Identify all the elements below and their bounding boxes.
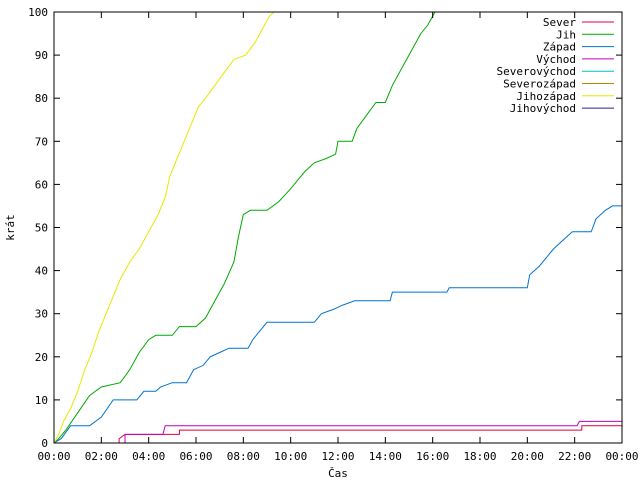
legend: SeverJihZápadVýchodSeverovýchodSeverozáp… (497, 16, 614, 115)
legend-label: Sever (543, 16, 576, 29)
series-line-4 (54, 420, 622, 444)
y-tick-label: 90 (35, 49, 48, 62)
y-tick-label: 30 (35, 308, 48, 321)
y-tick-label: 70 (35, 135, 48, 148)
y-tick-label: 0 (41, 437, 48, 450)
y-tick-label: 50 (35, 222, 48, 235)
y-tick-label: 20 (35, 351, 48, 364)
x-axis-label: Čas (328, 467, 348, 480)
series-line-2 (53, 11, 436, 444)
x-tick-label: 04:00 (132, 450, 165, 463)
x-tick-label: 16:00 (416, 450, 449, 463)
y-tick-label: 100 (28, 6, 48, 19)
legend-label: Severovýchod (497, 65, 576, 78)
x-tick-label: 12:00 (321, 450, 354, 463)
legend-label: Jihozápad (516, 90, 576, 103)
legend-label: Severozápad (503, 78, 576, 91)
x-tick-label: 14:00 (369, 450, 402, 463)
series-line-3 (53, 205, 622, 444)
x-tick-label: 08:00 (227, 450, 260, 463)
y-tick-label: 80 (35, 92, 48, 105)
x-tick-label: 02:00 (85, 450, 118, 463)
series-line-1 (54, 425, 622, 444)
x-tick-label: 22:00 (558, 450, 591, 463)
legend-label: Východ (536, 53, 576, 66)
y-tick-label: 10 (35, 394, 48, 407)
y-tick-label: 60 (35, 178, 48, 191)
x-tick-label: 20:00 (511, 450, 544, 463)
y-tick-label: 40 (35, 265, 48, 278)
y-axis-label: krát (4, 214, 17, 241)
series-line-7 (53, 11, 275, 444)
ticks-layer: 0 10 20 30 40 50 60 70 80 90 100 00:00 02:00 04:00 06:… (28, 6, 638, 463)
x-tick-label: 00:00 (37, 450, 70, 463)
legend-label: Jihovýchod (510, 102, 576, 115)
x-tick-label: 18:00 (463, 450, 496, 463)
legend-label: Západ (543, 41, 576, 54)
x-tick-label: 10:00 (274, 450, 307, 463)
series-layer (53, 11, 622, 444)
legend-label: Jih (556, 28, 576, 41)
x-tick-label: 00:00 (605, 450, 638, 463)
x-tick-label: 06:00 (179, 450, 212, 463)
